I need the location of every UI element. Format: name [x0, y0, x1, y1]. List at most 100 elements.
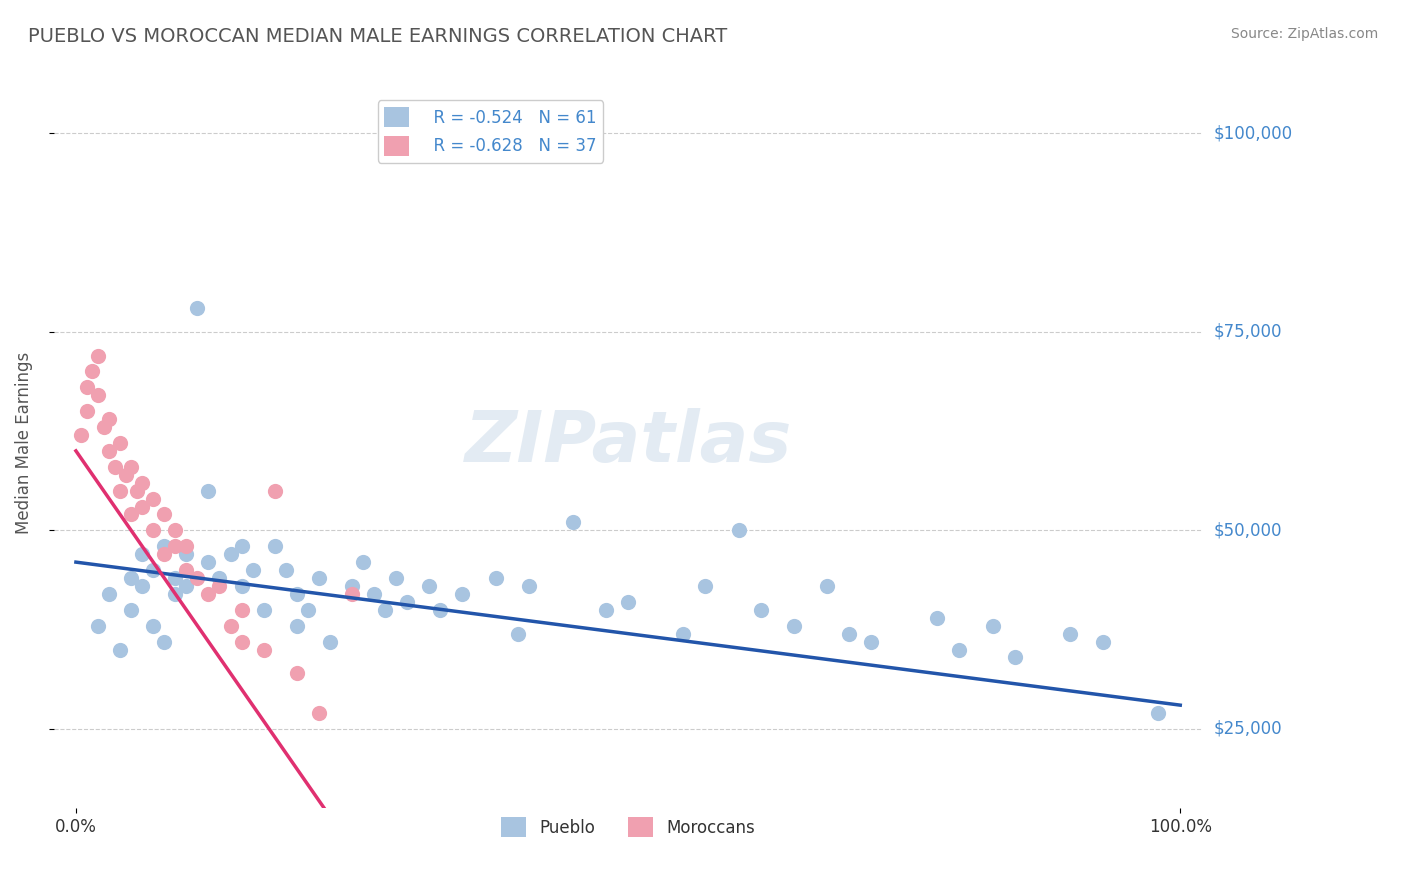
- Moroccans: [285, 666, 308, 681]
- Moroccans: [165, 524, 187, 538]
- Moroccans: [308, 706, 330, 720]
- Pueblo: [319, 634, 342, 648]
- Pueblo: [242, 563, 264, 577]
- Moroccans: [108, 436, 131, 450]
- Pueblo: [285, 618, 308, 632]
- Pueblo: [186, 301, 208, 315]
- Pueblo: [363, 587, 385, 601]
- Pueblo: [617, 595, 640, 609]
- Moroccans: [208, 579, 231, 593]
- Moroccans: [87, 388, 110, 402]
- Moroccans: [114, 467, 136, 482]
- Pueblo: [108, 642, 131, 657]
- Moroccans: [103, 459, 125, 474]
- Moroccans: [98, 412, 121, 426]
- Moroccans: [153, 547, 176, 561]
- Moroccans: [125, 483, 148, 498]
- Moroccans: [82, 364, 104, 378]
- Pueblo: [285, 587, 308, 601]
- Pueblo: [783, 618, 806, 632]
- Pueblo: [274, 563, 297, 577]
- Pueblo: [374, 603, 396, 617]
- Moroccans: [153, 508, 176, 522]
- Pueblo: [385, 571, 408, 585]
- Pueblo: [1147, 706, 1170, 720]
- Pueblo: [396, 595, 419, 609]
- Pueblo: [451, 587, 474, 601]
- Moroccans: [108, 483, 131, 498]
- Pueblo: [231, 539, 253, 553]
- Moroccans: [253, 642, 276, 657]
- Pueblo: [263, 539, 285, 553]
- Pueblo: [176, 579, 198, 593]
- Pueblo: [231, 579, 253, 593]
- Pueblo: [176, 547, 198, 561]
- Moroccans: [131, 500, 153, 514]
- Pueblo: [927, 611, 949, 625]
- Moroccans: [176, 563, 198, 577]
- Moroccans: [70, 428, 93, 442]
- Pueblo: [506, 626, 529, 640]
- Moroccans: [197, 587, 219, 601]
- Pueblo: [131, 547, 153, 561]
- Pueblo: [98, 587, 121, 601]
- Text: Source: ZipAtlas.com: Source: ZipAtlas.com: [1230, 27, 1378, 41]
- Pueblo: [308, 571, 330, 585]
- Pueblo: [1091, 634, 1114, 648]
- Moroccans: [219, 618, 242, 632]
- Moroccans: [131, 475, 153, 490]
- Legend: Pueblo, Moroccans: Pueblo, Moroccans: [494, 810, 762, 844]
- Pueblo: [142, 563, 165, 577]
- Pueblo: [120, 603, 142, 617]
- Moroccans: [186, 571, 208, 585]
- Pueblo: [197, 483, 219, 498]
- Pueblo: [815, 579, 838, 593]
- Pueblo: [208, 571, 231, 585]
- Pueblo: [1004, 650, 1026, 665]
- Pueblo: [838, 626, 860, 640]
- Pueblo: [429, 603, 451, 617]
- Pueblo: [131, 579, 153, 593]
- Pueblo: [727, 524, 749, 538]
- Pueblo: [165, 571, 187, 585]
- Pueblo: [87, 618, 110, 632]
- Pueblo: [561, 516, 583, 530]
- Moroccans: [176, 539, 198, 553]
- Pueblo: [120, 571, 142, 585]
- Moroccans: [87, 349, 110, 363]
- Pueblo: [142, 618, 165, 632]
- Pueblo: [340, 579, 363, 593]
- Y-axis label: Median Male Earnings: Median Male Earnings: [15, 351, 32, 534]
- Pueblo: [253, 603, 276, 617]
- Text: $75,000: $75,000: [1213, 323, 1282, 341]
- Text: PUEBLO VS MOROCCAN MEDIAN MALE EARNINGS CORRELATION CHART: PUEBLO VS MOROCCAN MEDIAN MALE EARNINGS …: [28, 27, 727, 45]
- Text: $50,000: $50,000: [1213, 521, 1282, 540]
- Moroccans: [231, 603, 253, 617]
- Pueblo: [197, 555, 219, 569]
- Moroccans: [142, 524, 165, 538]
- Moroccans: [120, 459, 142, 474]
- Pueblo: [165, 587, 187, 601]
- Text: $100,000: $100,000: [1213, 124, 1292, 142]
- Pueblo: [672, 626, 695, 640]
- Pueblo: [517, 579, 540, 593]
- Moroccans: [93, 420, 115, 434]
- Pueblo: [153, 539, 176, 553]
- Moroccans: [76, 380, 98, 394]
- Pueblo: [297, 603, 319, 617]
- Pueblo: [418, 579, 440, 593]
- Moroccans: [165, 539, 187, 553]
- Pueblo: [948, 642, 970, 657]
- Moroccans: [263, 483, 285, 498]
- Pueblo: [1059, 626, 1081, 640]
- Text: $25,000: $25,000: [1213, 720, 1282, 738]
- Pueblo: [352, 555, 374, 569]
- Pueblo: [153, 634, 176, 648]
- Pueblo: [860, 634, 883, 648]
- Moroccans: [120, 508, 142, 522]
- Pueblo: [981, 618, 1004, 632]
- Text: ZIPatlas: ZIPatlas: [464, 409, 792, 477]
- Moroccans: [98, 443, 121, 458]
- Pueblo: [749, 603, 772, 617]
- Moroccans: [76, 404, 98, 418]
